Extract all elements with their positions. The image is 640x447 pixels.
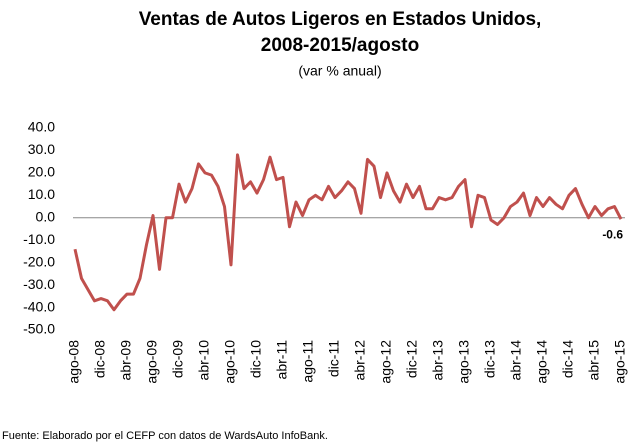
y-tick-label: -30.0 bbox=[23, 276, 55, 292]
x-tick-label: ago-10 bbox=[222, 340, 238, 384]
chart-subtitle: (var % anual) bbox=[298, 63, 381, 79]
x-tick-label: ago-09 bbox=[144, 340, 160, 384]
data-line bbox=[73, 153, 623, 312]
x-tick-label: dic-13 bbox=[482, 340, 498, 378]
x-tick-label: ago-13 bbox=[456, 340, 472, 384]
x-tick-label: dic-10 bbox=[248, 340, 264, 378]
x-tick-label: ago-14 bbox=[534, 340, 550, 384]
x-tick-label: abr-13 bbox=[430, 340, 446, 381]
x-tick-label: abr-15 bbox=[586, 340, 602, 381]
source-note: Fuente: Elaborado por el CEFP con datos … bbox=[2, 430, 328, 442]
x-tick-label: dic-12 bbox=[404, 340, 420, 378]
x-tick-label: ago-08 bbox=[66, 340, 82, 384]
x-tick-label: ago-12 bbox=[378, 340, 394, 384]
y-tick-label: -50.0 bbox=[23, 321, 55, 337]
y-tick-label: 40.0 bbox=[28, 119, 55, 135]
x-tick-label: dic-14 bbox=[560, 340, 576, 378]
x-tick-label: dic-08 bbox=[92, 340, 108, 378]
chart-title: Ventas de Autos Ligeros en Estados Unido… bbox=[139, 9, 542, 30]
y-tick-label: -40.0 bbox=[23, 298, 55, 314]
x-tick-label: ago-11 bbox=[300, 340, 316, 383]
chart-title: 2008-2015/agosto bbox=[261, 35, 419, 56]
x-tick-label: abr-14 bbox=[508, 340, 524, 381]
data-label: -0.6 bbox=[602, 227, 623, 241]
x-tick-label: abr-11 bbox=[274, 340, 290, 380]
y-tick-label: 10.0 bbox=[28, 186, 55, 202]
x-tick-label: dic-11 bbox=[326, 340, 342, 377]
x-tick-label: abr-10 bbox=[196, 340, 212, 381]
x-tick-label: abr-09 bbox=[118, 340, 134, 381]
x-tick-label: dic-09 bbox=[170, 340, 186, 378]
y-tick-label: 20.0 bbox=[28, 164, 55, 180]
x-tick-label: ago-15 bbox=[612, 340, 628, 384]
y-tick-label: -10.0 bbox=[23, 231, 55, 247]
y-tick-label: -20.0 bbox=[23, 253, 55, 269]
y-tick-label: 0.0 bbox=[36, 208, 56, 224]
x-tick-label: abr-12 bbox=[352, 340, 368, 381]
y-tick-label: 30.0 bbox=[28, 141, 55, 157]
